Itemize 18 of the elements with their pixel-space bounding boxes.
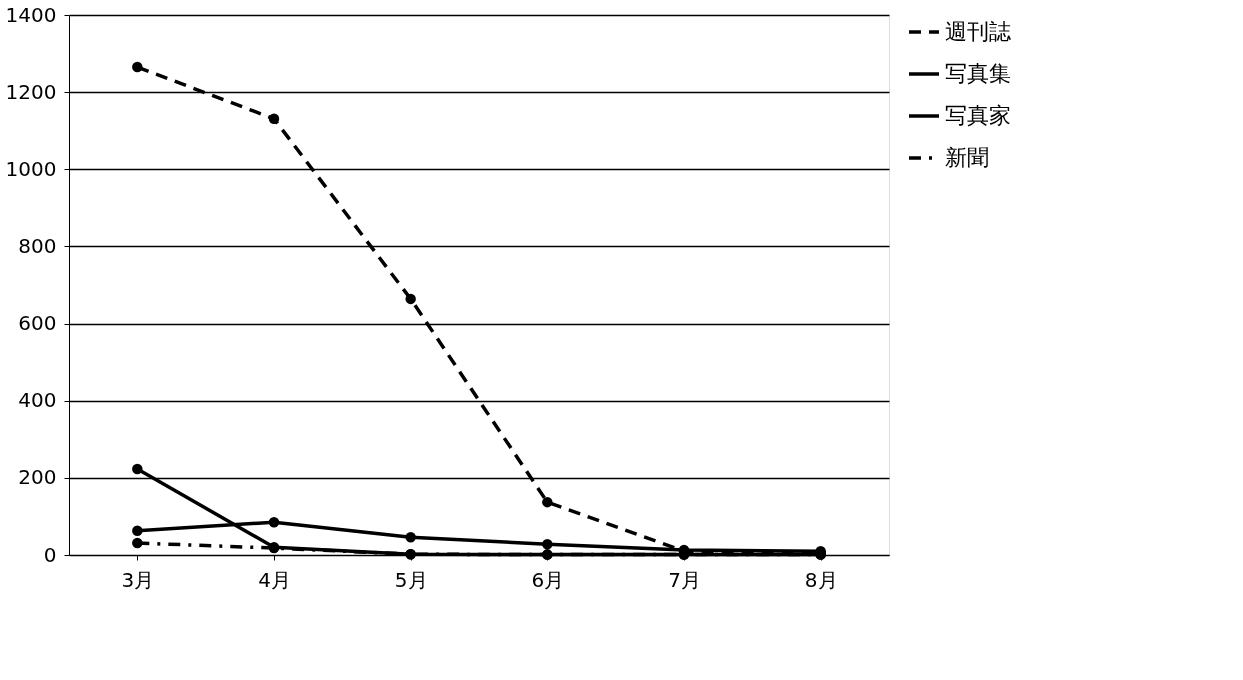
y-tick-label: 0 [43, 542, 57, 567]
x-tick-label: 7月 [668, 567, 701, 592]
y-tick-label: 1400 [5, 2, 57, 27]
y-tick-label: 600 [18, 311, 57, 336]
y-tick-label: 400 [18, 388, 57, 413]
x-tick-label: 4月 [258, 567, 291, 592]
x-tick-label: 5月 [394, 567, 428, 592]
x-tick-label: 8月 [804, 567, 838, 592]
legend-label: 写真集 [945, 61, 1011, 86]
legend-label: 写真家 [945, 103, 1011, 128]
y-tick-label: 800 [18, 233, 57, 258]
legend-label: 新聞 [945, 145, 989, 170]
y-tick-label: 1200 [5, 79, 57, 104]
x-tick-label: 6月 [531, 567, 565, 592]
legend-label: 週刊誌 [945, 19, 1011, 44]
y-tick-label: 1000 [5, 156, 57, 181]
x-tick-label: 3月 [121, 567, 155, 592]
y-tick-label: 200 [18, 465, 57, 490]
